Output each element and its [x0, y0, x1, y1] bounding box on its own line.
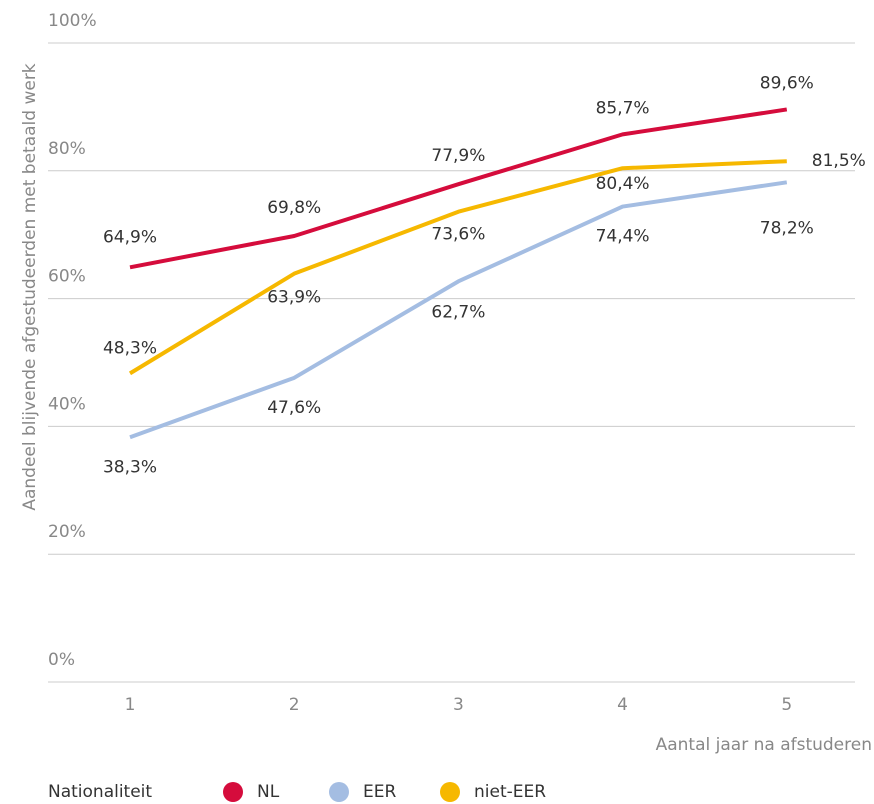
data-label: 74,4%: [596, 227, 650, 247]
x-axis-label: Aantal jaar na afstuderen: [656, 735, 872, 755]
legend-marker: [329, 782, 349, 802]
y-tick-label: 80%: [48, 139, 86, 159]
x-tick-label: 3: [453, 695, 464, 715]
legend-label: NL: [257, 782, 280, 802]
x-tick-label: 2: [289, 695, 300, 715]
data-label: 89,6%: [760, 73, 814, 93]
legend-marker: [223, 782, 243, 802]
y-tick-label: 100%: [48, 11, 97, 31]
legend-label: niet-EER: [474, 782, 546, 802]
line: [129, 180, 788, 440]
data-label: 85,7%: [596, 98, 650, 118]
legend-label: EER: [363, 782, 396, 802]
data-label: 81,5%: [812, 151, 866, 171]
y-axis-label: Aandeel blijvende afgestudeerden met bet…: [20, 63, 40, 510]
y-tick-label: 60%: [48, 267, 86, 287]
x-tick-label: 5: [781, 695, 792, 715]
data-label: 73,6%: [431, 225, 485, 245]
data-label: 63,9%: [267, 288, 321, 308]
y-tick-label: 0%: [48, 650, 75, 670]
data-label: 78,2%: [760, 218, 814, 238]
line: [129, 107, 788, 270]
data-label: 62,7%: [431, 302, 485, 322]
line: [128, 159, 787, 376]
data-label: 69,8%: [267, 198, 321, 218]
legend-title: Nationaliteit: [48, 782, 152, 802]
data-label: 38,3%: [103, 457, 157, 477]
y-tick-label: 40%: [48, 394, 86, 414]
data-label: 48,3%: [103, 338, 157, 358]
legend-marker: [440, 782, 460, 802]
data-label: 77,9%: [431, 146, 485, 166]
x-tick-label: 4: [617, 695, 628, 715]
data-label: 80,4%: [596, 174, 650, 194]
x-tick-label: 1: [125, 695, 136, 715]
data-label: 47,6%: [267, 398, 321, 418]
data-label: 64,9%: [103, 227, 157, 247]
y-tick-label: 20%: [48, 522, 86, 542]
